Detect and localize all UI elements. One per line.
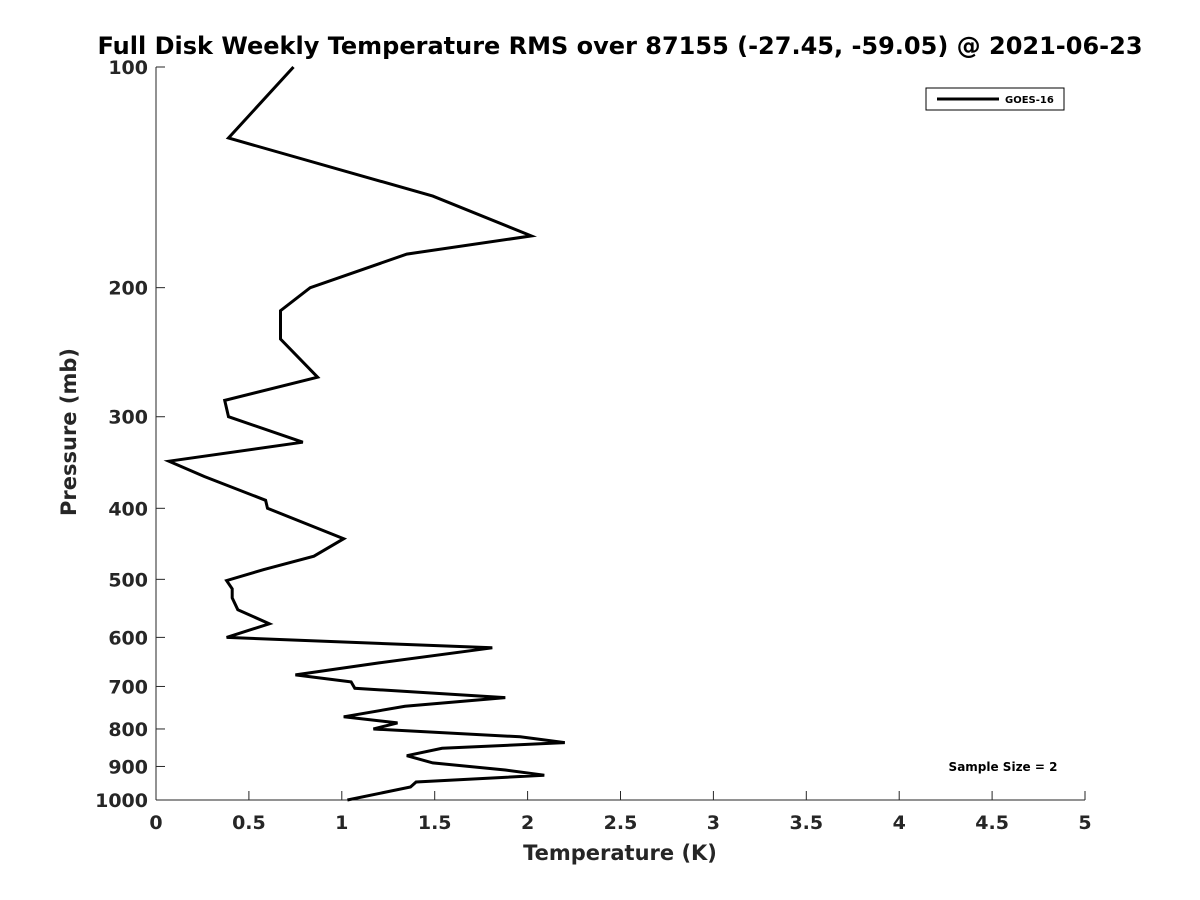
legend: GOES-16	[925, 87, 1065, 111]
sample-size-annotation: Sample Size = 2	[949, 760, 1058, 774]
y-tick-label: 400	[108, 498, 148, 520]
x-tick-label: 4.5	[975, 812, 1009, 834]
x-tick-label: 4	[893, 812, 906, 834]
y-axis-label: Pressure (mb)	[57, 348, 81, 516]
y-tick-label: 600	[108, 627, 148, 649]
axes: 0 0.5 1 1.5 2 2.5 3 3.5 4 4.5 5 100 200 300 400 500 600 7…	[95, 57, 1092, 834]
y-tick-label: 500	[108, 569, 148, 591]
x-tick-label: 2.5	[604, 812, 638, 834]
y-tick-label: 1000	[95, 790, 148, 812]
y-tick-label: 700	[108, 676, 148, 698]
y-tick-label: 100	[108, 57, 148, 79]
x-tick-label: 0.5	[232, 812, 266, 834]
y-tick-label: 900	[108, 756, 148, 778]
x-tick-label: 0	[149, 812, 162, 834]
chart-title: Full Disk Weekly Temperature RMS over 87…	[97, 32, 1142, 60]
series-line-goes-16	[163, 65, 565, 802]
x-tick-label: 3.5	[789, 812, 823, 834]
x-axis-label: Temperature (K)	[523, 841, 717, 865]
x-tick-label: 3	[707, 812, 720, 834]
x-tick-label: 2	[521, 812, 534, 834]
y-tick-label: 800	[108, 719, 148, 741]
y-tick-label: 300	[108, 407, 148, 429]
x-tick-label: 5	[1078, 812, 1091, 834]
legend-label: GOES-16	[1005, 95, 1054, 106]
y-tick-label: 200	[108, 278, 148, 300]
x-tick-label: 1	[335, 812, 348, 834]
x-tick-label: 1.5	[418, 812, 452, 834]
